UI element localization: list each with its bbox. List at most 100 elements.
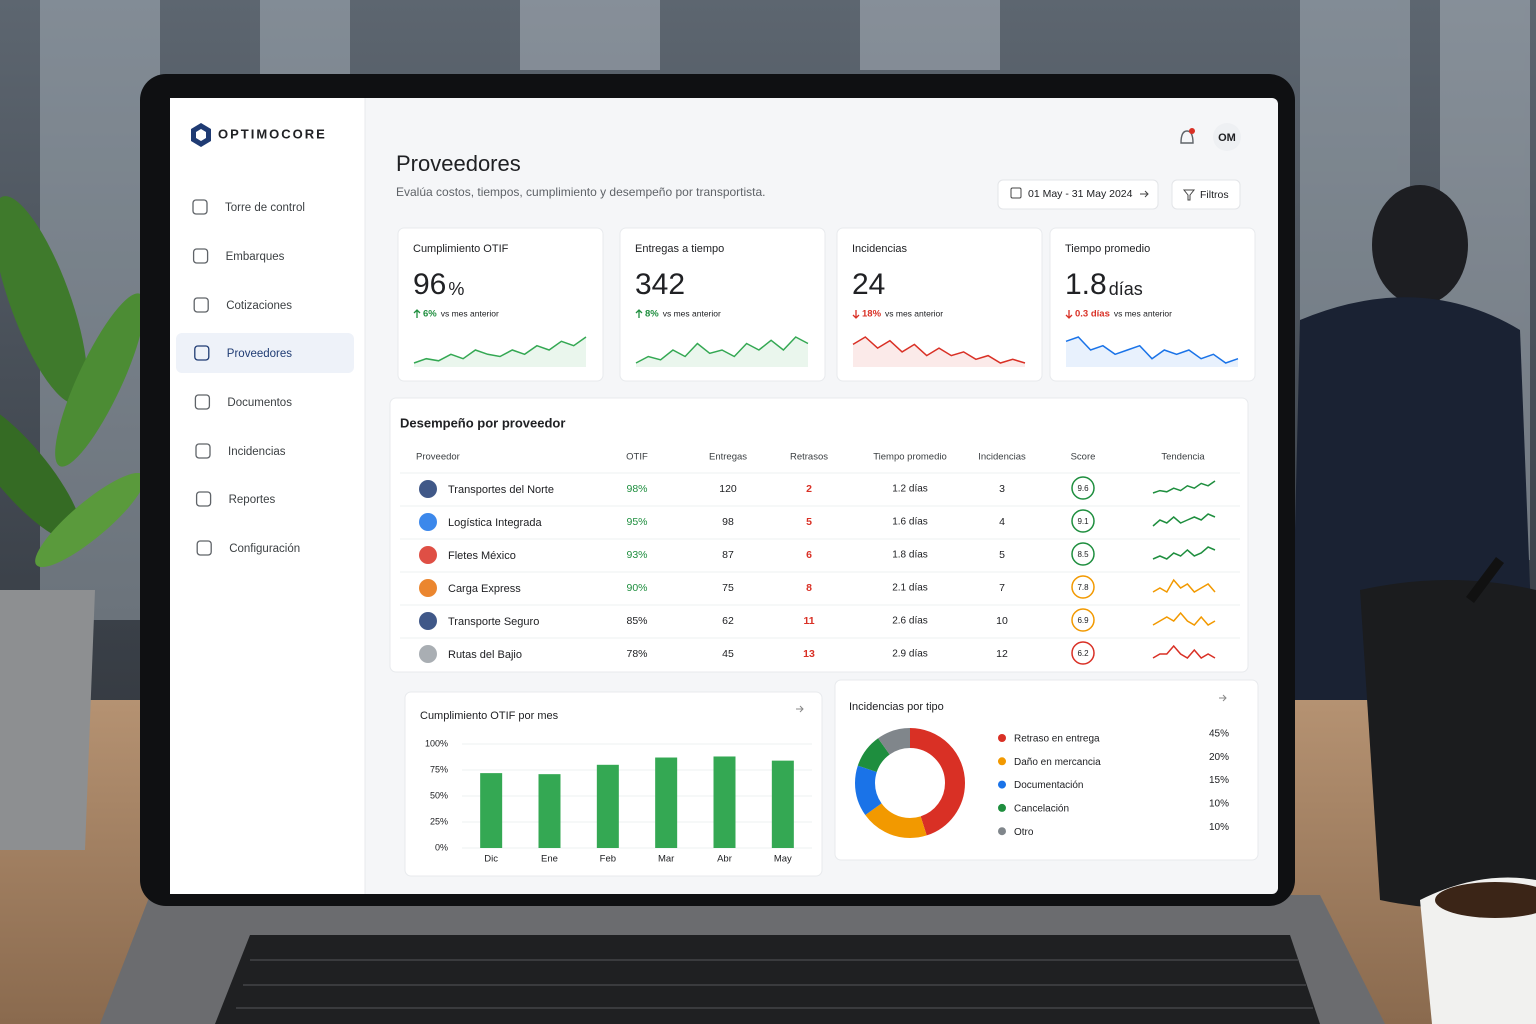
legend-label: Documentación xyxy=(1014,780,1083,791)
provider-logo xyxy=(419,612,437,630)
nav-item[interactable]: Cotizaciones xyxy=(226,300,292,312)
page-subtitle: Evalúa costos, tiempos, cumplimiento y d… xyxy=(396,185,766,199)
delays: 5 xyxy=(806,516,812,528)
score-ring xyxy=(1071,608,1095,632)
kpi-unit: días xyxy=(1109,279,1143,299)
score: 6.2 xyxy=(1077,649,1089,658)
nav-icon xyxy=(193,297,209,313)
provider-name: Transportes del Norte xyxy=(448,484,554,496)
nav-active-bg xyxy=(176,333,354,373)
kpi-value: 24 xyxy=(852,268,885,301)
nav-item[interactable]: Embarques xyxy=(226,251,285,263)
score-ring xyxy=(1071,542,1095,566)
x-tick-label: Mar xyxy=(658,854,674,865)
x-tick-label: Ene xyxy=(541,854,558,865)
avatar[interactable] xyxy=(1213,123,1241,151)
donut-card-arrow[interactable] xyxy=(1219,694,1227,702)
bar xyxy=(538,774,561,848)
kpi-card xyxy=(1049,227,1256,382)
delays: 2 xyxy=(806,483,812,495)
sparkline-area xyxy=(1066,337,1238,367)
score: 8.5 xyxy=(1077,550,1089,559)
incidents: 5 xyxy=(999,549,1005,561)
logo-mark-inner xyxy=(196,129,206,141)
nav-item[interactable]: Configuración xyxy=(229,543,300,555)
notification-dot xyxy=(1189,128,1195,134)
avg-time: 2.1 días xyxy=(892,583,928,594)
legend-dot xyxy=(998,780,1006,789)
deliveries: 98 xyxy=(722,516,734,528)
bell-icon[interactable] xyxy=(1180,130,1194,144)
kpi-delta: 0.3 días xyxy=(1075,309,1110,320)
nav-icon xyxy=(195,443,211,459)
nav-icon xyxy=(194,345,210,361)
filter-icon xyxy=(1182,189,1196,201)
legend-label: Cancelación xyxy=(1014,804,1069,815)
legend-dot xyxy=(998,803,1006,812)
kpi-delta: 6% xyxy=(423,309,437,320)
y-tick-label: 0% xyxy=(435,842,448,852)
score: 7.8 xyxy=(1077,583,1089,592)
legend-value: 10% xyxy=(1209,822,1229,833)
kpi-note: vs mes anterior xyxy=(663,308,721,318)
bar xyxy=(596,764,619,848)
kpi-value: 96 xyxy=(413,268,446,301)
donut-segment xyxy=(855,728,965,838)
table-title: Desempeño por proveedor xyxy=(400,415,565,430)
otif: 95% xyxy=(626,516,647,528)
page-title: Proveedores xyxy=(396,151,521,176)
avg-time: 1.2 días xyxy=(892,484,928,495)
nav-item[interactable]: Documentos xyxy=(227,397,292,409)
sparkline xyxy=(1152,546,1216,560)
nav-item[interactable]: Reportes xyxy=(229,494,276,506)
y-tick-label: 25% xyxy=(430,816,448,826)
score-ring xyxy=(1071,476,1095,500)
legend-value: 10% xyxy=(1209,799,1229,810)
kpi-label: Tiempo promedio xyxy=(1065,243,1150,255)
bar xyxy=(655,757,678,848)
provider-name: Logística Integrada xyxy=(448,517,542,529)
delta-arrow xyxy=(852,310,860,319)
deliveries: 62 xyxy=(722,615,734,627)
otif: 90% xyxy=(626,582,647,594)
sparkline xyxy=(635,336,809,364)
kpi-delta: 18% xyxy=(862,309,882,320)
bar xyxy=(480,773,503,848)
date-range-button[interactable] xyxy=(997,179,1159,210)
score-ring xyxy=(1071,575,1095,599)
incidents: 12 xyxy=(996,648,1008,660)
nav-item[interactable]: Incidencias xyxy=(228,446,286,458)
delta-arrow xyxy=(1065,310,1073,319)
delta-arrow xyxy=(413,309,421,318)
date-arrow xyxy=(1140,190,1149,198)
legend-label: Retraso en entrega xyxy=(1014,734,1100,745)
calendar-icon xyxy=(1010,187,1022,199)
legend-value: 45% xyxy=(1209,729,1229,740)
x-tick-label: Feb xyxy=(600,854,616,865)
score: 9.1 xyxy=(1077,517,1089,526)
kpi-value: 1.8 xyxy=(1065,268,1107,301)
bar-chart-title: Cumplimiento OTIF por mes xyxy=(420,710,559,722)
kpi-card xyxy=(397,227,604,382)
x-tick-label: Abr xyxy=(717,854,732,865)
bar-card-arrow[interactable] xyxy=(796,705,804,713)
deliveries: 75 xyxy=(722,582,734,594)
incidents: 10 xyxy=(996,615,1008,627)
column-header: Retrasos xyxy=(790,452,828,463)
donut-segment xyxy=(855,728,965,838)
filters[interactable]: Filtros xyxy=(1200,189,1229,201)
y-tick-label: 75% xyxy=(430,764,448,774)
bar xyxy=(713,756,736,848)
pen-holder xyxy=(1360,557,1536,909)
otif: 85% xyxy=(626,615,647,627)
legend-label: Daño en mercancia xyxy=(1014,757,1101,768)
delays: 6 xyxy=(806,549,812,561)
filters-button[interactable] xyxy=(1171,179,1241,210)
nav-item[interactable]: Proveedores xyxy=(227,348,292,360)
cup xyxy=(1420,877,1536,1024)
sparkline-area xyxy=(414,337,586,367)
nav-item[interactable]: Torre de control xyxy=(225,202,305,214)
date-range[interactable]: 01 May - 31 May 2024 xyxy=(1028,188,1133,200)
column-header: Tiempo promedio xyxy=(873,452,947,463)
